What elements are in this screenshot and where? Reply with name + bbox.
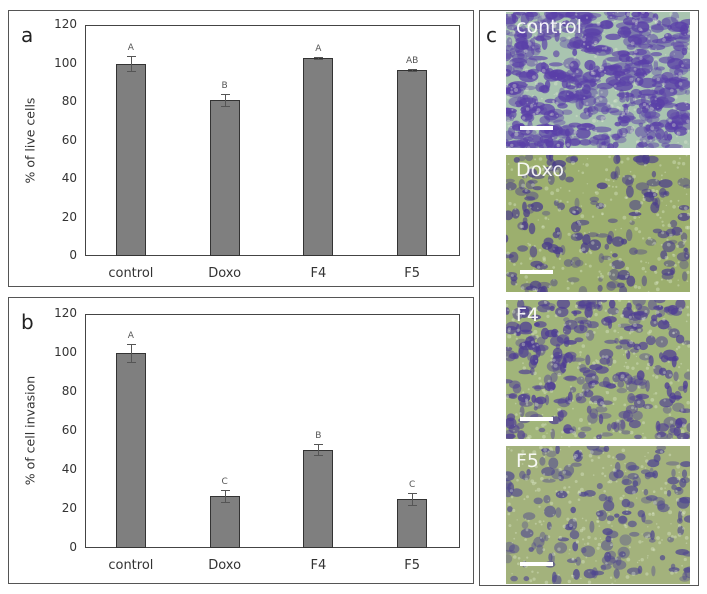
micro-image-label: Doxo [516, 159, 564, 181]
y-axis-label: % of cell invasion [22, 375, 38, 486]
error-cap-top [314, 443, 324, 445]
significance-letter: C [408, 480, 416, 491]
error-cap-bottom [408, 71, 418, 73]
y-tick-label: 120 [54, 17, 77, 31]
x-tick-label: F5 [404, 266, 420, 281]
y-tick-label: 40 [61, 462, 77, 476]
y-axis-label: % of live cells [22, 97, 38, 183]
micro-image-label: F4 [516, 304, 540, 326]
error-bar [318, 443, 320, 456]
micro-image-doxo: Doxo [506, 155, 690, 292]
y-tick-label: 80 [61, 94, 77, 108]
y-tick-label: 120 [54, 306, 77, 320]
y-tick-label: 0 [69, 248, 77, 262]
y-tick-label: 60 [61, 423, 77, 437]
error-cap-top [220, 490, 230, 492]
micro-image-label: F5 [516, 450, 540, 472]
x-tick-label: Doxo [208, 266, 242, 281]
error-cap-bottom [220, 105, 230, 107]
bar-f4 [303, 57, 334, 256]
error-cap-top [220, 94, 230, 96]
error-cap-top [408, 69, 418, 71]
error-cap-bottom [314, 455, 324, 457]
x-tick-label: F5 [404, 558, 420, 573]
significance-letter: B [315, 430, 322, 441]
scale-bar [520, 562, 553, 566]
error-bar [224, 94, 226, 106]
significance-letter: A [127, 42, 134, 53]
bar-f5 [397, 70, 428, 256]
plot-area [85, 314, 460, 548]
scale-bar [520, 417, 553, 421]
error-bar [224, 490, 226, 503]
bar-doxo [209, 496, 240, 548]
error-cap-bottom [220, 502, 230, 504]
error-cap-bottom [408, 505, 418, 507]
panel-letter-c: c [486, 23, 497, 47]
scale-bar [520, 270, 553, 274]
y-tick-label: 100 [54, 55, 77, 70]
error-cap-top [126, 344, 136, 346]
significance-letter: C [221, 477, 228, 488]
error-cap-bottom [314, 58, 324, 60]
bar-doxo [209, 100, 240, 256]
error-cap-top [408, 493, 418, 495]
y-tick-label: 80 [61, 384, 77, 398]
error-cap-top [314, 56, 324, 58]
y-tick-label: 100 [54, 345, 77, 359]
significance-letter: A [127, 331, 134, 342]
significance-letter: B [221, 81, 228, 92]
x-tick-label: F4 [310, 558, 327, 573]
y-tick-label: 20 [61, 501, 77, 515]
error-bar [412, 493, 414, 506]
bar-f5 [397, 499, 428, 548]
micro-image-f5: F5 [506, 446, 690, 584]
error-cap-bottom [126, 361, 136, 363]
error-bar [130, 55, 132, 72]
error-bar [130, 344, 132, 362]
error-cap-top [126, 55, 136, 57]
micro-image-control: control [506, 12, 690, 148]
significance-letter: AB [405, 56, 419, 67]
x-tick-label: Doxo [208, 558, 242, 573]
panel-letter-b: b [21, 310, 34, 334]
bar-control [115, 353, 146, 548]
x-tick-label: control [108, 266, 154, 281]
panel-letter-a: a [21, 23, 34, 47]
y-tick-label: 20 [61, 209, 77, 224]
y-tick-label: 40 [61, 171, 77, 185]
y-tick-label: 60 [61, 132, 77, 147]
x-tick-label: control [108, 558, 154, 573]
scale-bar [520, 126, 553, 130]
bar-control [115, 63, 146, 256]
micro-image-label: control [516, 16, 582, 38]
plot-area [85, 25, 460, 256]
micro-image-f4: F4 [506, 300, 690, 439]
y-tick-label: 0 [69, 540, 77, 554]
x-tick-label: F4 [310, 266, 327, 281]
error-cap-bottom [126, 71, 136, 73]
bar-f4 [303, 449, 334, 548]
significance-letter: A [315, 43, 322, 54]
